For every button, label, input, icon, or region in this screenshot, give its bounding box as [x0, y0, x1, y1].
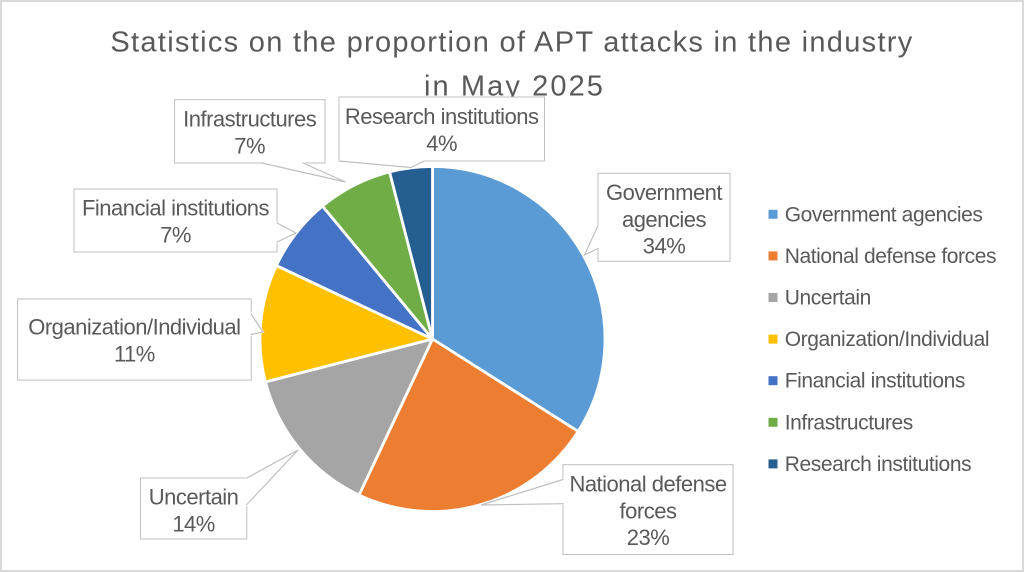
svg-text:forces: forces [620, 498, 677, 523]
svg-text:7%: 7% [160, 223, 191, 248]
svg-text:Government: Government [606, 180, 722, 205]
svg-text:Infrastructures: Infrastructures [183, 107, 317, 132]
svg-text:4%: 4% [426, 131, 457, 156]
svg-text:Government agencies: Government agencies [785, 203, 983, 226]
svg-text:Organization/Individual: Organization/Individual [785, 328, 989, 351]
svg-text:Financial institutions: Financial institutions [82, 196, 270, 221]
svg-text:34%: 34% [643, 234, 686, 259]
svg-text:Financial institutions: Financial institutions [785, 370, 965, 393]
svg-text:7%: 7% [234, 133, 265, 158]
svg-text:Research institutions: Research institutions [785, 453, 972, 476]
svg-text:23%: 23% [627, 525, 670, 550]
svg-text:agencies: agencies [622, 207, 707, 232]
svg-text:11%: 11% [114, 342, 155, 367]
svg-text:Research institutions: Research institutions [345, 104, 539, 129]
svg-text:National defense forces: National defense forces [785, 245, 996, 268]
svg-text:Infrastructures: Infrastructures [785, 411, 913, 434]
svg-text:Organization/Individual: Organization/Individual [28, 315, 240, 340]
svg-text:National defense: National defense [569, 472, 726, 497]
svg-text:Statistics on the proportion o: Statistics on the proportion of APT atta… [110, 27, 913, 59]
svg-text:Uncertain: Uncertain [785, 287, 871, 310]
svg-text:Uncertain: Uncertain [149, 485, 239, 510]
svg-text:14%: 14% [172, 511, 215, 536]
